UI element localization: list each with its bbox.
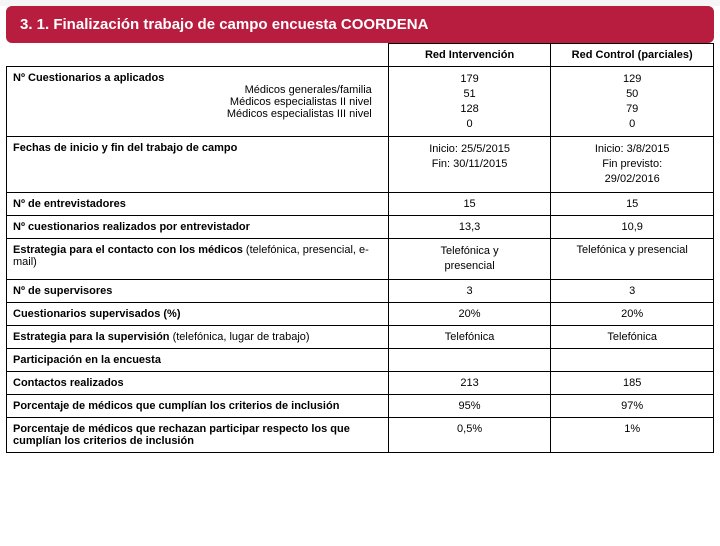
row-rejection-label: Porcentaje de médicos que rechazan parti… — [7, 417, 389, 452]
row-rejection-v1: 0,5% — [388, 417, 551, 452]
row-supervised-v1: 20% — [388, 302, 551, 325]
row-perinterviewer-v2: 10,9 — [551, 215, 714, 238]
row-supstrategy-v2: Telefónica — [551, 325, 714, 348]
row-dates-label: Fechas de inicio y fin del trabajo de ca… — [7, 137, 389, 193]
row-dates-v2: Inicio: 3/8/2015 Fin previsto: 29/02/201… — [551, 137, 714, 193]
row-questionnaires-v1: 179 51 128 0 — [388, 67, 551, 137]
row-perinterviewer-v1: 13,3 — [388, 215, 551, 238]
header-empty — [7, 44, 389, 67]
row-supervised-label: Cuestionarios supervisados (%) — [7, 302, 389, 325]
row-contactstrategy-v1: Telefónica ypresencial — [388, 238, 551, 279]
row-interviewers-label: Nº de entrevistadores — [7, 192, 389, 215]
header-col1: Red Intervención — [388, 44, 551, 67]
row-inclusion-label: Porcentaje de médicos que cumplían los c… — [7, 394, 389, 417]
row-contacts-v1: 213 — [388, 371, 551, 394]
row-interviewers-v1: 15 — [388, 192, 551, 215]
row-contacts-v2: 185 — [551, 371, 714, 394]
row-participation-label: Participación en la encuesta — [7, 348, 389, 371]
row-participation-v1 — [388, 348, 551, 371]
row-interviewers-v2: 15 — [551, 192, 714, 215]
data-table: Red Intervención Red Control (parciales)… — [6, 43, 714, 453]
row-questionnaires-v2: 129 50 79 0 — [551, 67, 714, 137]
row-contactstrategy-label: Estrategia para el contacto con los médi… — [7, 238, 389, 279]
header-col2: Red Control (parciales) — [551, 44, 714, 67]
row-dates-v1: Inicio: 25/5/2015 Fin: 30/11/2015 — [388, 137, 551, 193]
row-supervisors-v2: 3 — [551, 279, 714, 302]
row-supervisors-label: Nº de supervisores — [7, 279, 389, 302]
row-perinterviewer-label: Nº cuestionarios realizados por entrevis… — [7, 215, 389, 238]
section-title: 3. 1. Finalización trabajo de campo encu… — [6, 6, 714, 43]
row-inclusion-v2: 97% — [551, 394, 714, 417]
row-rejection-v2: 1% — [551, 417, 714, 452]
row-supervised-v2: 20% — [551, 302, 714, 325]
row-contactstrategy-v2: Telefónica y presencial — [551, 238, 714, 279]
row-supstrategy-v1: Telefónica — [388, 325, 551, 348]
row-participation-v2 — [551, 348, 714, 371]
row-supervisors-v1: 3 — [388, 279, 551, 302]
row-contacts-label: Contactos realizados — [7, 371, 389, 394]
row-questionnaires-label: Nº Cuestionarios a aplicados Médicos gen… — [7, 67, 389, 137]
row-supstrategy-label: Estrategia para la supervisión (telefóni… — [7, 325, 389, 348]
row-inclusion-v1: 95% — [388, 394, 551, 417]
